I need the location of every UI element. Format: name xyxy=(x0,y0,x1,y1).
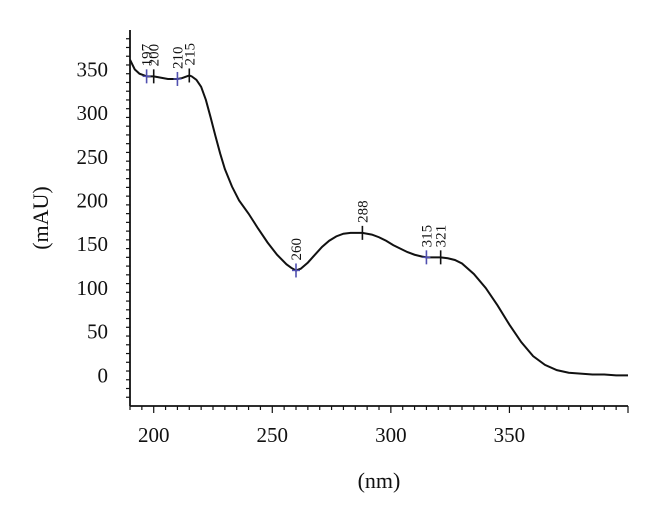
peak-label: 200 xyxy=(147,44,163,67)
y-axis-ticks: 0 50 100 150 200 250 300 350 xyxy=(77,38,130,398)
peak-label: 197 xyxy=(140,43,156,66)
absorbance-line xyxy=(129,59,628,377)
peak-label: 260 xyxy=(289,238,305,261)
y-tick-label: 50 xyxy=(87,320,108,344)
x-tick-label: 250 xyxy=(257,423,289,447)
peak-label: 321 xyxy=(434,225,450,248)
axes xyxy=(129,30,628,407)
peak-label: 288 xyxy=(355,200,371,223)
x-tick-label: 300 xyxy=(375,423,407,447)
y-tick-label: 350 xyxy=(77,57,109,81)
y-tick-label: 200 xyxy=(77,189,109,213)
x-tick-label: 200 xyxy=(138,423,170,447)
peak-label: 210 xyxy=(170,46,186,69)
y-tick-label: 300 xyxy=(77,101,109,125)
x-axis-ticks: 200 250 300 350 xyxy=(129,406,629,447)
y-axis-title: (mAU) xyxy=(28,186,53,250)
y-tick-label: 100 xyxy=(77,276,109,300)
x-axis-title: (nm) xyxy=(358,468,401,493)
peak-label: 315 xyxy=(419,225,435,248)
y-tick-label: 0 xyxy=(98,363,109,387)
y-tick-label: 150 xyxy=(77,232,109,256)
peak-label: 215 xyxy=(182,43,198,66)
x-tick-label: 350 xyxy=(494,423,526,447)
y-tick-label: 250 xyxy=(77,145,109,169)
